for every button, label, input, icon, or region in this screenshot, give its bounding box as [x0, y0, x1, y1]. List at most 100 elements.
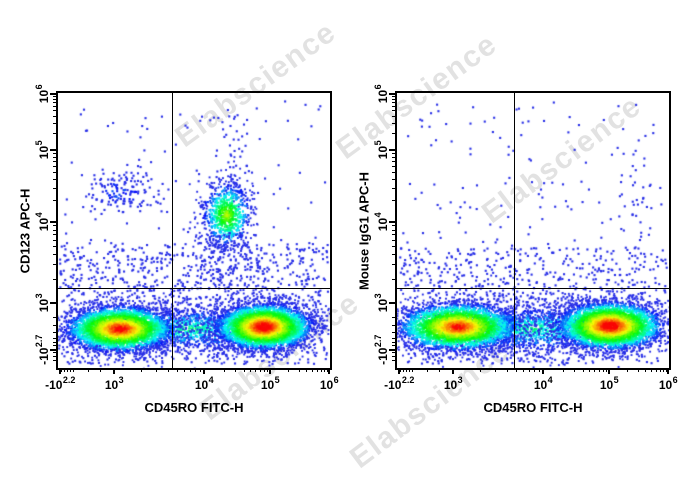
- tick-label-exponent: 6: [672, 375, 678, 385]
- x-minor-tick: [651, 368, 652, 372]
- x-minor-tick: [224, 368, 225, 372]
- y-minor-tick: [391, 325, 395, 326]
- tick-label-base: 10: [376, 145, 390, 160]
- tick-label-exponent: 3: [373, 293, 383, 299]
- x-minor-tick: [312, 368, 313, 372]
- y-major-tick: [50, 221, 56, 223]
- x-minor-tick: [660, 368, 661, 372]
- tick-label-exponent: 3: [118, 375, 124, 385]
- x-minor-tick: [70, 368, 71, 372]
- y-minor-tick: [52, 352, 56, 353]
- tick-label-exponent: 5: [373, 140, 383, 146]
- x-major-tick: [667, 368, 669, 374]
- y-tick-label: 103: [373, 293, 390, 313]
- y-minor-tick: [391, 172, 395, 173]
- x-minor-tick: [190, 368, 191, 372]
- x-tick-label: 105: [260, 376, 280, 392]
- y-minor-tick: [52, 200, 56, 201]
- x-minor-tick: [64, 368, 65, 372]
- x-minor-tick: [324, 368, 325, 372]
- x-minor-tick: [516, 368, 517, 372]
- y-minor-tick: [391, 133, 395, 134]
- y-major-tick: [389, 302, 395, 304]
- x-minor-tick: [495, 368, 496, 372]
- x-axis-title: CD45RO FITC-H: [144, 400, 244, 415]
- y-minor-tick: [52, 172, 56, 173]
- x-minor-tick: [439, 368, 440, 372]
- x-minor-tick: [589, 368, 590, 372]
- tick-label-exponent: 3: [34, 293, 44, 299]
- tick-label-exponent: 5: [613, 375, 619, 385]
- x-major-tick: [269, 368, 271, 374]
- tick-label-exponent: 4: [547, 375, 553, 385]
- quadrant-hline: [58, 287, 330, 290]
- x-minor-tick: [627, 368, 628, 372]
- y-major-tick: [389, 149, 395, 151]
- x-minor-tick: [539, 368, 540, 372]
- x-minor-tick: [427, 368, 428, 372]
- x-minor-tick: [73, 368, 74, 372]
- y-minor-tick: [52, 356, 56, 357]
- y-minor-tick: [52, 338, 56, 339]
- y-minor-tick: [52, 360, 56, 361]
- tick-label-base: 10: [376, 89, 390, 104]
- tick-label-exponent: 2.7: [34, 334, 44, 348]
- x-minor-tick: [299, 368, 300, 372]
- x-minor-tick: [663, 368, 664, 372]
- x-minor-tick: [156, 368, 157, 372]
- plot-frame: [56, 91, 332, 370]
- y-minor-tick: [391, 161, 395, 162]
- x-minor-tick: [400, 368, 401, 372]
- x-minor-tick: [100, 368, 101, 372]
- x-minor-tick: [88, 368, 89, 372]
- y-major-tick: [50, 93, 56, 95]
- y-minor-tick: [391, 110, 395, 111]
- x-axis-title: CD45RO FITC-H: [483, 400, 583, 415]
- x-major-tick: [608, 368, 610, 374]
- y-minor-tick: [391, 254, 395, 255]
- y-minor-tick: [52, 240, 56, 241]
- y-minor-tick: [52, 246, 56, 247]
- x-minor-tick: [260, 368, 261, 372]
- density-scatter-canvas: [397, 93, 669, 368]
- y-minor-tick: [52, 99, 56, 100]
- y-minor-tick: [391, 123, 395, 124]
- y-minor-tick: [391, 342, 395, 343]
- tick-label-exponent: 6: [34, 84, 44, 90]
- y-minor-tick: [52, 157, 56, 158]
- y-tick-label: 105: [373, 140, 390, 160]
- tick-label-base: 10: [376, 298, 390, 313]
- y-tick-label: 103: [34, 293, 51, 312]
- x-major-tick: [398, 368, 400, 374]
- x-minor-tick: [638, 368, 639, 372]
- plot-frame: [395, 91, 671, 370]
- tick-label-base: 10: [599, 378, 614, 392]
- x-minor-tick: [195, 368, 196, 372]
- y-minor-tick: [52, 179, 56, 180]
- y-minor-tick: [52, 254, 56, 255]
- y-minor-tick: [52, 225, 56, 226]
- x-minor-tick: [574, 368, 575, 372]
- x-minor-tick: [141, 368, 142, 372]
- tick-label-exponent: 4: [373, 212, 383, 218]
- y-minor-tick: [391, 188, 395, 189]
- x-minor-tick: [250, 368, 251, 372]
- tick-label-base: 10: [37, 145, 51, 160]
- y-tick-label: -102.7: [34, 334, 51, 365]
- y-minor-tick: [391, 246, 395, 247]
- y-minor-tick: [391, 332, 395, 333]
- x-minor-tick: [563, 368, 564, 372]
- y-minor-tick: [391, 102, 395, 103]
- x-minor-tick: [507, 368, 508, 372]
- tick-label-exponent: 2.7: [373, 334, 383, 348]
- tick-label-base: 10: [260, 378, 275, 392]
- tick-label-base: 10: [37, 217, 51, 232]
- quadrant-vline: [513, 93, 516, 368]
- y-minor-tick: [52, 345, 56, 346]
- x-major-tick: [542, 368, 544, 374]
- x-major-tick: [203, 368, 205, 374]
- tick-label-base: -10: [45, 378, 63, 392]
- x-tick-label: 103: [444, 376, 463, 392]
- y-minor-tick: [52, 110, 56, 111]
